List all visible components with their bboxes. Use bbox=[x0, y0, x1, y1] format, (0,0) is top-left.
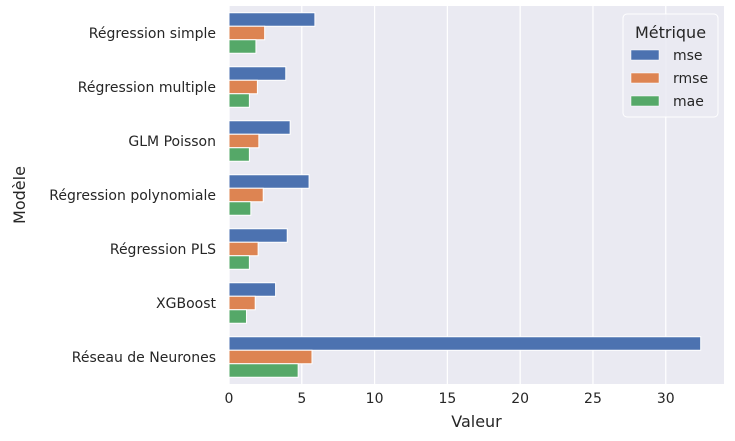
bar-rmse bbox=[228, 79, 258, 95]
bar-mse bbox=[228, 66, 287, 81]
bar-mae bbox=[228, 201, 252, 216]
y-axis-label: Modèle bbox=[10, 166, 29, 224]
legend-label-mae: mae bbox=[673, 94, 704, 110]
x-axis-label: Valeur bbox=[451, 412, 502, 431]
bar-mse bbox=[228, 12, 316, 27]
legend-label-mse: mse bbox=[673, 48, 703, 64]
bar-mse bbox=[228, 120, 291, 135]
y-tick-label: GLM Poisson bbox=[128, 134, 216, 150]
bars bbox=[228, 12, 702, 378]
bar-mse bbox=[228, 336, 702, 351]
bar-mse bbox=[228, 228, 288, 243]
y-tick-label: Régression simple bbox=[89, 26, 216, 42]
legend-title: Métrique bbox=[635, 23, 706, 42]
legend-label-rmse: rmse bbox=[673, 71, 708, 87]
bar-mse bbox=[228, 282, 277, 297]
bar-mae bbox=[228, 309, 247, 324]
x-tick-label: 15 bbox=[438, 391, 456, 407]
y-tick-label: Régression multiple bbox=[78, 80, 216, 96]
bar-mse bbox=[228, 174, 310, 189]
bar-mae bbox=[228, 39, 257, 54]
legend: Métrique mse rmse mae bbox=[622, 13, 719, 118]
legend-swatch-mae bbox=[630, 95, 660, 107]
legend-swatch-rmse bbox=[630, 72, 660, 84]
legend-frame bbox=[622, 13, 719, 118]
bar-rmse bbox=[228, 295, 256, 311]
x-tick-label: 25 bbox=[584, 391, 602, 407]
y-tick-labels: Régression simple Régression multiple GLM … bbox=[49, 26, 216, 366]
y-tick-label: Régression polynomiale bbox=[49, 188, 216, 204]
x-tick-label: 30 bbox=[657, 391, 675, 407]
x-tick-labels: 0 5 10 15 20 25 30 bbox=[225, 391, 675, 407]
bar-rmse bbox=[228, 25, 266, 41]
bar-rmse bbox=[228, 133, 260, 149]
bar-rmse bbox=[228, 187, 264, 203]
bar-mae bbox=[228, 147, 250, 162]
legend-swatch-mse bbox=[630, 49, 660, 61]
x-tick-label: 0 bbox=[225, 391, 234, 407]
x-tick-label: 10 bbox=[366, 391, 384, 407]
y-tick-label: Réseau de Neurones bbox=[72, 350, 216, 366]
bar-mae bbox=[228, 93, 250, 108]
x-tick-label: 5 bbox=[297, 391, 306, 407]
bar-rmse bbox=[228, 241, 259, 257]
y-tick-label: XGBoost bbox=[156, 296, 216, 312]
bar-mae bbox=[228, 255, 250, 270]
y-tick-label: Régression PLS bbox=[110, 242, 216, 258]
x-tick-label: 20 bbox=[511, 391, 529, 407]
bar-rmse bbox=[228, 349, 313, 365]
bar-mae bbox=[228, 363, 299, 378]
